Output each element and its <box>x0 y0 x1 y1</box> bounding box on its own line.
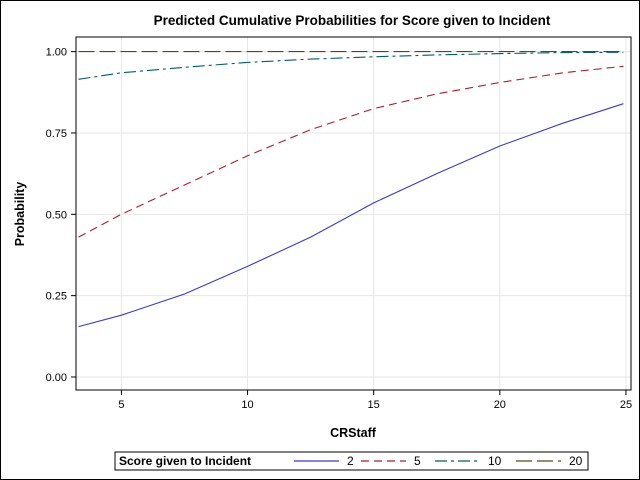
plot-area-border <box>75 36 632 391</box>
chart-title: Predicted Cumulative Probabilities for S… <box>154 13 551 28</box>
x-tick-label-2: 15 <box>368 399 380 411</box>
x-tick-label-1: 10 <box>241 399 253 411</box>
y-tick-label-4: 1.00 <box>46 47 67 59</box>
legend: Score given to Incident 2 5 10 20 <box>114 451 589 471</box>
series-line-5 <box>78 65 624 238</box>
x-axis-ticks: 5 10 15 20 25 <box>118 390 632 411</box>
x-axis-label: CRStaff <box>330 426 377 440</box>
y-tick-label-1: 0.25 <box>46 291 67 303</box>
series-line-10 <box>78 51 624 80</box>
legend-label-2: 2 <box>347 454 354 468</box>
legend-box <box>114 451 589 471</box>
y-axis-label: Probability <box>13 182 27 247</box>
legend-items: 2 5 10 20 <box>294 454 583 468</box>
grid-lines <box>76 37 631 390</box>
legend-title: Score given to Incident <box>119 454 251 468</box>
x-tick-label-3: 20 <box>494 399 506 411</box>
series-group <box>78 51 624 328</box>
y-tick-label-2: 0.50 <box>46 209 67 221</box>
series-line-2 <box>78 103 624 328</box>
legend-label-10: 10 <box>488 454 502 468</box>
x-tick-label-4: 25 <box>620 399 632 411</box>
legend-label-20: 20 <box>569 454 583 468</box>
y-axis-ticks: 0.00 0.25 0.50 0.75 1.00 <box>46 47 76 384</box>
y-tick-label-3: 0.75 <box>46 128 67 140</box>
x-tick-label-0: 5 <box>118 399 124 411</box>
y-tick-label-0: 0.00 <box>46 372 67 384</box>
legend-label-5: 5 <box>414 454 421 468</box>
